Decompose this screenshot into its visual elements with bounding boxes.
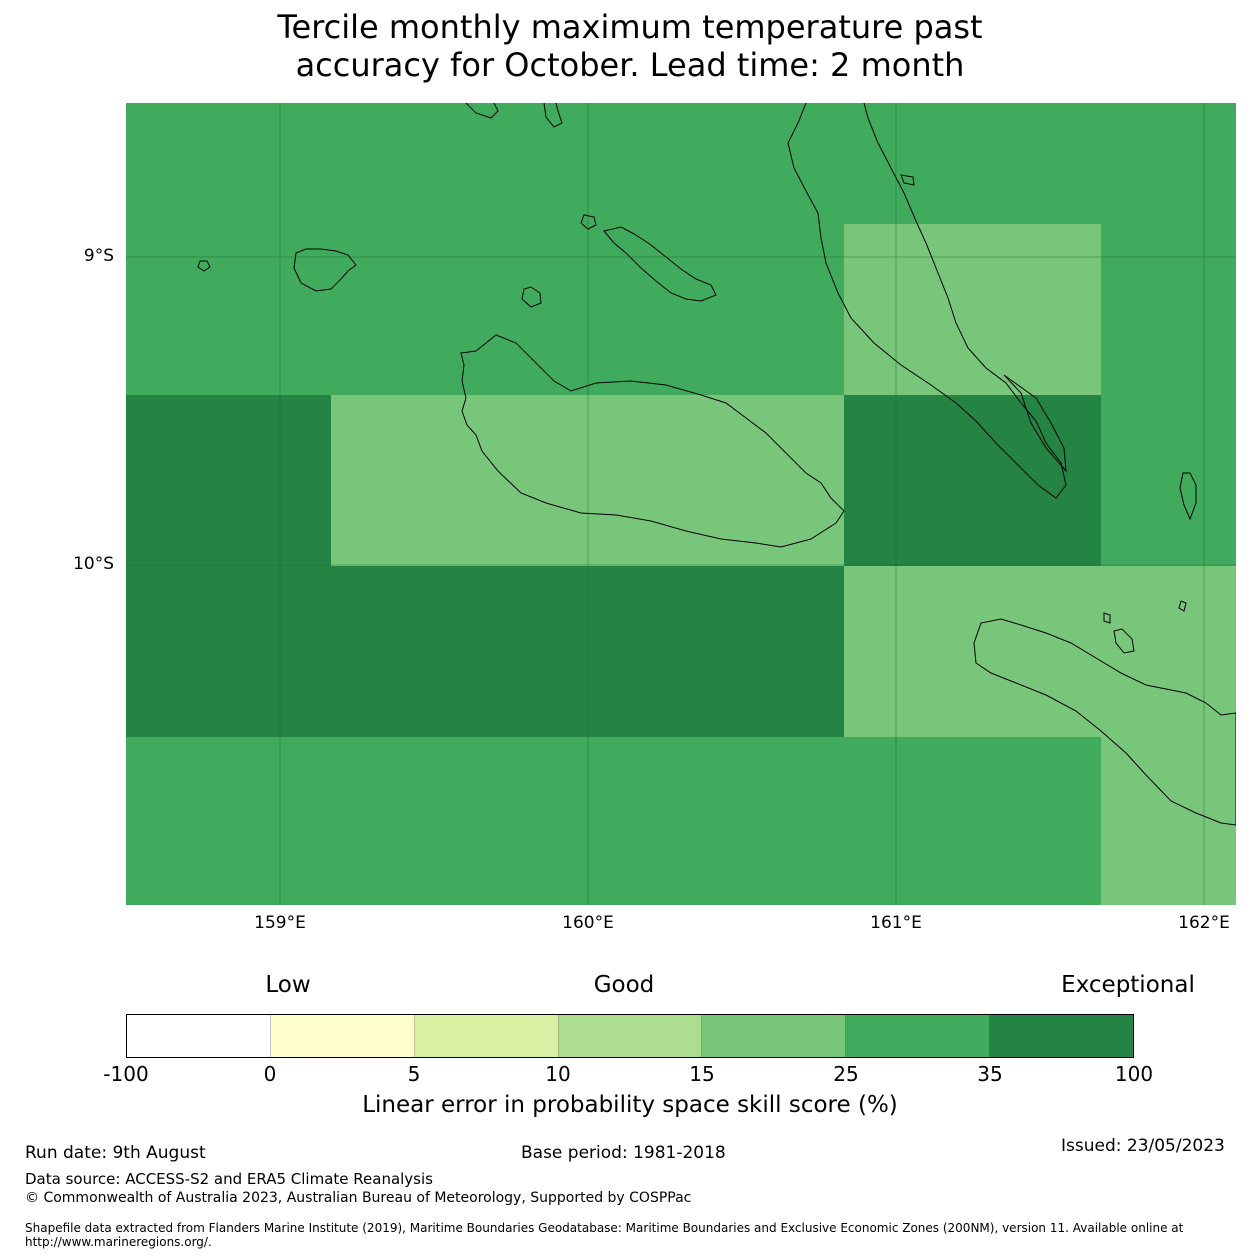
legend-tick: 35 [977,1062,1003,1086]
lon-label-162e: 162°E [1178,913,1230,933]
coastline-makira [973,618,1236,826]
legend-swatch [846,1015,991,1057]
data-source: Data source: ACCESS-S2 and ERA5 Climate … [25,1170,433,1188]
issued-date: Issued: 23/05/2023 [1061,1136,1225,1156]
legend-tick: 15 [689,1062,715,1086]
legend-category-good: Good [593,972,655,998]
grid-cell [126,395,331,566]
legend-tick: -100 [103,1062,149,1086]
legend-tick: 10 [545,1062,571,1086]
grid-cell [844,395,1101,566]
coastline-ugi [1113,628,1135,654]
coastline-north-top [465,103,499,119]
legend-category-low: Low [265,972,311,998]
copyright: © Commonwealth of Australia 2023, Austra… [25,1190,692,1206]
coastline-north-islet [580,214,597,230]
map-gridlines [126,103,1236,905]
grid-cell [844,224,1101,395]
grid-cell [844,566,1236,737]
coastline-west-islet [197,260,211,272]
lat-label-9s: 9°S [83,246,114,266]
legend-tick: 100 [1114,1062,1154,1086]
grid-cell [1101,737,1236,905]
coastline-north-top-2 [543,103,563,128]
legend-category-exceptional: Exceptional [1061,972,1195,998]
coastline-ngella-east [900,174,915,186]
skill-score-map [126,103,1236,905]
grid-cell [126,566,844,737]
legend-swatch [558,1015,703,1057]
coastline-florida-islands [603,226,717,302]
lon-label-161e: 161°E [870,913,922,933]
lon-label-159e: 159°E [254,913,306,933]
coastline-islet-se-2 [1103,612,1111,624]
coastlines [197,103,1236,826]
legend-swatch [270,1015,415,1057]
legend-tick: 25 [833,1062,859,1086]
legend-tick: 0 [263,1062,277,1086]
map-title: Tercile monthly maximum temperature past… [0,8,1260,84]
coastline-russell-islands [293,248,357,292]
legend-swatch [702,1015,847,1057]
coastline-islet-se [1178,600,1187,612]
legend-swatch [990,1015,1134,1057]
legend-title: Linear error in probability space skill … [362,1092,898,1118]
coastline-ulawa [1179,472,1197,521]
grid-cell [331,395,844,566]
base-period: Base period: 1981-2018 [521,1143,726,1163]
lon-label-160e: 160°E [562,913,614,933]
lat-label-10s: 10°S [73,554,114,574]
shapefile-credit: Shapefile data extracted from Flanders M… [25,1221,1184,1249]
coastline-small-malaita [1003,374,1067,473]
legend-swatch [414,1015,559,1057]
coastline-guadalcanal [460,334,845,548]
legend-swatch [127,1015,271,1057]
legend-tick: 5 [407,1062,421,1086]
legend-colorbar [126,1014,1134,1058]
run-date: Run date: 9th August [25,1143,206,1163]
title-line-1: Tercile monthly maximum temperature past [277,8,983,46]
title-line-2: accuracy for October. Lead time: 2 month [295,46,965,84]
coastline-savo [521,286,542,308]
coastline-malaita [787,103,1067,499]
